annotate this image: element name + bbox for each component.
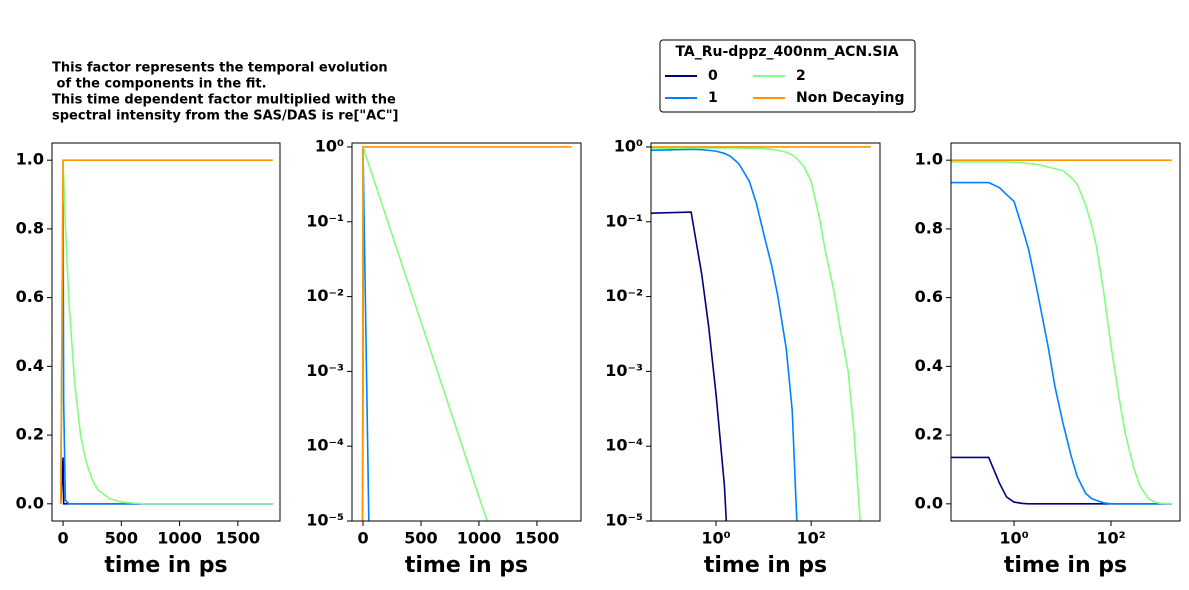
series-line: [361, 146, 488, 521]
legend-box: [659, 39, 916, 113]
x-axis-label: time in ps: [1004, 553, 1127, 578]
plot-area: [59, 159, 273, 505]
axes-frame: [351, 142, 582, 522]
y-tick-label: 0.8: [915, 218, 943, 237]
x-tick-label: 500: [404, 529, 437, 548]
legend-title: TA_Ru-dppz_400nm_ACN.SIA: [675, 44, 898, 60]
y-tick-label: 10⁻⁴: [605, 436, 643, 455]
x-tick-label: 0: [57, 529, 68, 548]
y-tick-label: 10⁻²: [306, 286, 344, 305]
y-tick-label: 1.0: [16, 150, 44, 169]
y-tick-label: 0.4: [16, 356, 44, 375]
series-line: [59, 160, 273, 505]
series-line: [951, 181, 1172, 505]
series-line: [651, 211, 728, 521]
y-tick-label: 10⁻⁵: [306, 511, 344, 530]
x-tick-label: 0: [357, 529, 368, 548]
x-tick-label: 1000: [457, 529, 502, 548]
series-line: [361, 146, 572, 521]
annotation: This time dependent factor multiplied wi…: [52, 93, 396, 108]
legend-label: 1: [708, 90, 718, 106]
legend-label: 0: [708, 68, 718, 84]
x-axis-label: time in ps: [704, 553, 827, 578]
x-axis-label: time in ps: [104, 553, 227, 578]
x-axis-label: time in ps: [405, 553, 528, 578]
plot-area: [651, 146, 871, 521]
y-tick-label: 0.2: [915, 425, 943, 444]
x-tick-label: 500: [105, 529, 138, 548]
y-tick-label: 0.6: [915, 287, 943, 306]
y-tick-label: 0.4: [915, 356, 943, 375]
y-tick-label: 10⁰: [315, 136, 344, 155]
series-line: [651, 148, 798, 521]
legend-label: 2: [796, 68, 806, 84]
y-tick-label: 10⁻¹: [605, 211, 643, 230]
y-tick-label: 0.0: [915, 493, 943, 512]
x-tick-label: 1500: [515, 529, 560, 548]
axes-frame: [950, 142, 1181, 522]
plot-area: [951, 159, 1172, 505]
y-tick-label: 0.0: [16, 493, 44, 512]
x-tick-label: 1500: [216, 529, 261, 548]
axes-frame: [650, 142, 881, 522]
x-tick-label: 10⁰: [999, 529, 1028, 548]
y-tick-label: 10⁻²: [605, 286, 643, 305]
x-tick-label: 10²: [1096, 529, 1125, 548]
annotation: spectral intensity from the SAS/DAS is r…: [52, 109, 399, 124]
y-tick-label: 10⁻³: [605, 361, 643, 380]
y-tick-label: 0.2: [16, 425, 44, 444]
y-tick-label: 10⁻⁴: [306, 436, 344, 455]
series-line: [59, 182, 273, 505]
y-tick-label: 10⁻⁵: [605, 511, 643, 530]
plot-area: [361, 146, 572, 521]
y-tick-label: 0.8: [16, 218, 44, 237]
legend-label: Non Decaying: [796, 90, 905, 106]
y-tick-label: 10⁻¹: [306, 211, 344, 230]
axes-frame: [51, 142, 281, 522]
series-line: [651, 147, 862, 521]
y-tick-label: 1.0: [915, 150, 943, 169]
series-line: [361, 149, 370, 521]
annotation: This factor represents the temporal evol…: [52, 61, 388, 76]
x-tick-label: 10⁰: [701, 529, 730, 548]
y-tick-label: 10⁻³: [306, 361, 344, 380]
x-tick-label: 1000: [157, 529, 202, 548]
series-line: [59, 159, 273, 504]
annotation: of the components in the fit.: [52, 77, 267, 92]
x-tick-label: 10²: [797, 529, 826, 548]
y-tick-label: 10⁰: [614, 136, 643, 155]
y-tick-label: 0.6: [16, 287, 44, 306]
series-line: [951, 161, 1172, 505]
